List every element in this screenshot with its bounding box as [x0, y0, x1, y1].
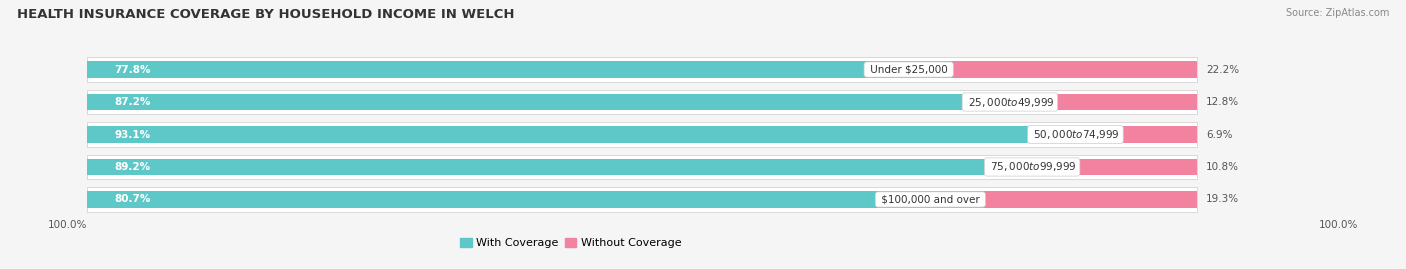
Text: $100,000 and over: $100,000 and over	[877, 194, 983, 204]
Text: 10.8%: 10.8%	[1206, 162, 1239, 172]
Text: HEALTH INSURANCE COVERAGE BY HOUSEHOLD INCOME IN WELCH: HEALTH INSURANCE COVERAGE BY HOUSEHOLD I…	[17, 8, 515, 21]
Bar	[1121, 126, 1198, 143]
Text: $25,000 to $49,999: $25,000 to $49,999	[965, 95, 1054, 108]
Text: 87.2%: 87.2%	[114, 97, 150, 107]
Bar	[950, 61, 1198, 78]
Text: 19.3%: 19.3%	[1206, 194, 1239, 204]
Text: 77.8%: 77.8%	[114, 65, 150, 75]
Text: $75,000 to $99,999: $75,000 to $99,999	[987, 161, 1077, 174]
Text: 80.7%: 80.7%	[114, 194, 150, 204]
Bar	[87, 90, 1198, 114]
Bar	[87, 61, 950, 78]
Legend: With Coverage, Without Coverage: With Coverage, Without Coverage	[456, 234, 686, 253]
Bar	[87, 122, 1198, 147]
Text: Source: ZipAtlas.com: Source: ZipAtlas.com	[1285, 8, 1389, 18]
Text: 100.0%: 100.0%	[1319, 220, 1358, 230]
Text: 6.9%: 6.9%	[1206, 129, 1233, 140]
Bar	[87, 158, 1077, 175]
Text: 89.2%: 89.2%	[114, 162, 150, 172]
Bar	[1054, 94, 1198, 111]
Text: 22.2%: 22.2%	[1206, 65, 1239, 75]
Bar	[87, 57, 1198, 82]
Text: $50,000 to $74,999: $50,000 to $74,999	[1031, 128, 1121, 141]
Text: 93.1%: 93.1%	[114, 129, 150, 140]
Bar	[87, 187, 1198, 212]
Bar	[87, 155, 1198, 179]
Bar	[87, 191, 983, 208]
Text: Under $25,000: Under $25,000	[866, 65, 950, 75]
Bar	[1077, 158, 1198, 175]
Bar	[87, 94, 1054, 111]
Text: 12.8%: 12.8%	[1206, 97, 1239, 107]
Bar	[87, 126, 1121, 143]
Bar	[983, 191, 1198, 208]
Text: 100.0%: 100.0%	[48, 220, 87, 230]
